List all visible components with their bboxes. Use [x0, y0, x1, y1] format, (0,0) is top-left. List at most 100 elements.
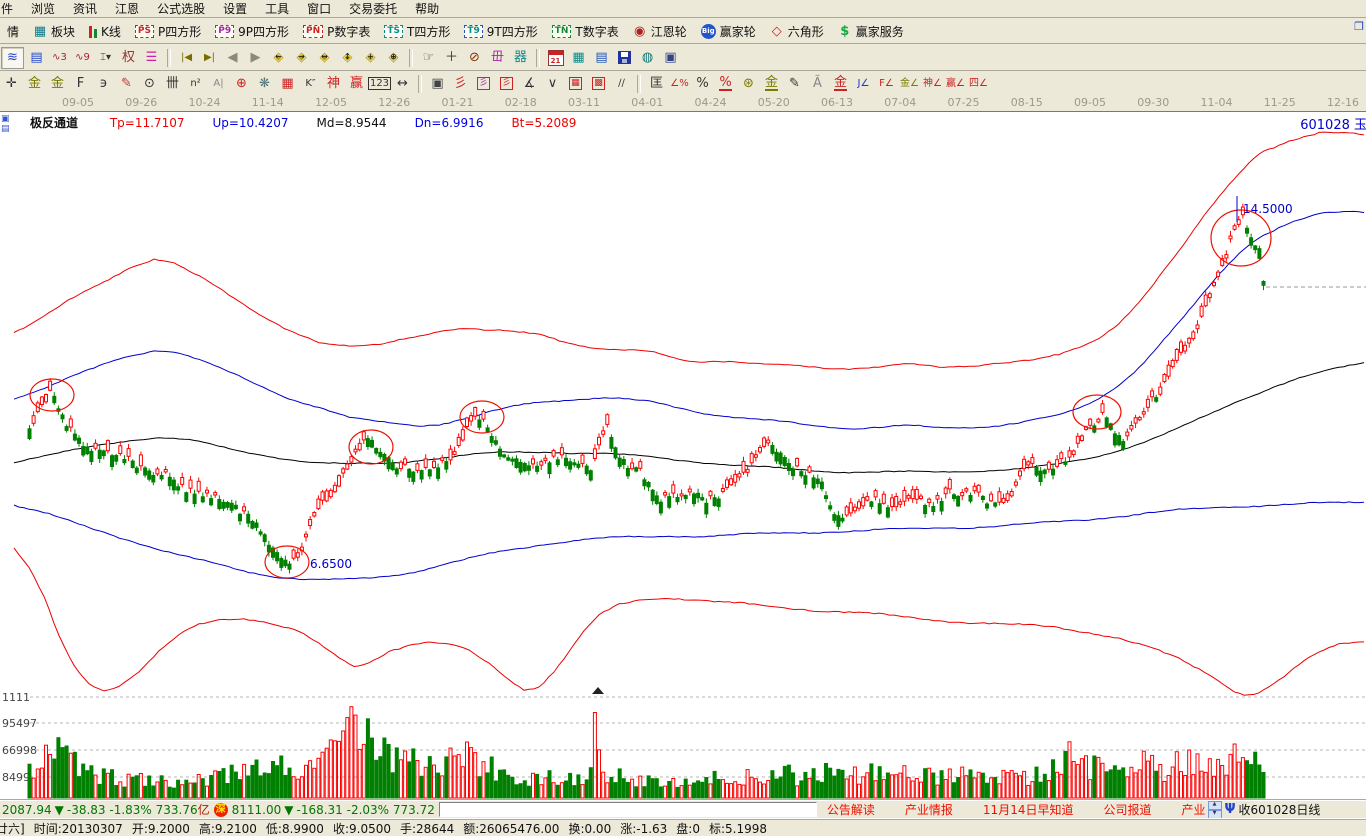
measure-icon[interactable]: ⊘: [469, 50, 480, 65]
gann-grid-purple-icon[interactable]: 毌: [490, 50, 504, 65]
candle-style-icon[interactable]: ⌶▾: [99, 51, 112, 63]
menu-item-3[interactable]: 江恩: [115, 2, 140, 16]
angle-si-icon[interactable]: 四∠: [969, 77, 988, 89]
chart-mini-toolbar[interactable]: ▣ ▤: [1, 114, 10, 134]
f-ruler-icon[interactable]: F: [76, 76, 85, 91]
web-icon[interactable]: ❋: [259, 76, 270, 91]
pencil-icon[interactable]: ✎: [121, 76, 132, 91]
quickbar-item-t-square[interactable]: TS T四方形: [384, 23, 450, 40]
menu-item-1[interactable]: 浏览: [31, 2, 56, 16]
gold-red-icon[interactable]: 金: [833, 75, 847, 91]
gann-gold-2-icon[interactable]: 金: [50, 76, 64, 91]
zigzag-icon[interactable]: ∨: [547, 76, 558, 91]
quickbar-item-quotes[interactable]: 情: [7, 23, 19, 40]
quickbar-item-sectors[interactable]: ▦ 板块: [33, 23, 75, 40]
quickbar-item-p-square[interactable]: PS P四方形: [134, 23, 201, 40]
diamond-h-expand-icon[interactable]: ◈ ↔: [319, 50, 330, 65]
grid-box-2-icon[interactable]: ▩: [592, 77, 605, 90]
menu-item-2[interactable]: 资讯: [73, 2, 98, 16]
menu-item-9[interactable]: 帮助: [415, 2, 440, 16]
menu-item-6[interactable]: 工具: [265, 2, 290, 16]
ticker-input[interactable]: [438, 802, 817, 817]
pan-hand-icon[interactable]: ☞: [422, 50, 435, 65]
menu-item-8[interactable]: 交易委托: [349, 2, 398, 16]
mini-chart-9-icon[interactable]: ∿9: [75, 51, 90, 63]
quickbar-item-9p-square[interactable]: P9 9P四方形: [215, 23, 289, 40]
pattern-match-icon[interactable]: 器: [513, 50, 527, 65]
mirror-icon[interactable]: A|: [213, 77, 224, 89]
menu-item-0[interactable]: 件: [1, 2, 14, 16]
save-icon[interactable]: [614, 48, 635, 68]
chart-area[interactable]: ▣ ▤ 极反通道 Tp=11.7107 Up=10.4207 Md=8.9544 Dn=…: [0, 112, 1366, 799]
calendar-icon[interactable]: 21: [545, 48, 566, 68]
quickbar-item-gann-wheel[interactable]: ◉ 江恩轮: [633, 23, 687, 40]
volume-profile-icon[interactable]: 匡: [649, 76, 663, 91]
quickbar-item-9t-square[interactable]: T9 9T四方形: [464, 23, 538, 40]
angle-j-icon[interactable]: J∠: [857, 77, 870, 89]
quickbar-item-hexagon[interactable]: ◇ 六角形: [770, 23, 824, 40]
news-link-0[interactable]: 公告解读: [826, 803, 875, 817]
quickbar-item-winner-service[interactable]: $ 赢家服务: [838, 23, 904, 40]
last-page-icon[interactable]: ▶|: [203, 51, 216, 63]
grid-red-icon[interactable]: ▦: [281, 76, 294, 91]
exrights-icon[interactable]: 权: [121, 50, 135, 65]
mini-chart-3-icon[interactable]: ∿3: [52, 51, 67, 63]
price-chart-canvas[interactable]: 1111 95497 66998 8499 14.5000 6.6500: [0, 112, 1366, 799]
net-save-icon[interactable]: ◍: [641, 50, 654, 65]
fan-lines-icon[interactable]: 彡: [453, 76, 467, 91]
quickbar-item-kline[interactable]: K线: [89, 23, 121, 40]
chart-mini-icon[interactable]: ▤: [1, 124, 10, 134]
angle-shen-icon[interactable]: 神∠: [923, 77, 942, 89]
diamond-right-icon[interactable]: ◈ →: [296, 50, 307, 65]
cross-line-icon[interactable]: ✛: [6, 76, 17, 91]
gann-circle-icon[interactable]: ⊙: [144, 76, 155, 91]
angle-gold-icon[interactable]: 金∠: [900, 77, 919, 89]
remote-pc-icon[interactable]: ▣: [664, 50, 677, 65]
menu-item-4[interactable]: 公式选股: [157, 2, 206, 16]
gold-lines-icon[interactable]: 金: [764, 75, 778, 91]
h-measure-icon[interactable]: ↔: [397, 76, 408, 91]
n-square-icon[interactable]: n²: [190, 77, 201, 89]
angle-ying-icon[interactable]: 赢∠: [946, 77, 965, 89]
shen-tool-icon[interactable]: 神: [326, 76, 340, 91]
quickbar-item-winner-wheel[interactable]: Big 赢家轮: [700, 23, 756, 40]
region-zoom-icon[interactable]: ≋: [1, 46, 24, 69]
memo-icon[interactable]: ▤: [595, 50, 608, 65]
tick-ruler-icon[interactable]: 卌: [165, 76, 179, 91]
spinner-up-icon[interactable]: ▲: [1207, 800, 1222, 810]
news-link-1[interactable]: 产业情报: [904, 803, 953, 817]
angle-lines-icon[interactable]: ∡: [523, 76, 536, 91]
quickbar-item-t-number-table[interactable]: TN T数字表: [551, 23, 619, 40]
gann-gold-1-icon[interactable]: 金: [27, 76, 41, 91]
brush-icon[interactable]: ✎: [789, 76, 800, 91]
k-mark-icon[interactable]: K″: [305, 77, 316, 89]
angle-percent-icon[interactable]: ∠%: [670, 77, 689, 89]
period-label[interactable]: 收601028日线: [1238, 803, 1321, 817]
color-volume-icon[interactable]: ☰: [145, 50, 158, 65]
fan-box-2-icon[interactable]: 彡: [499, 77, 513, 90]
crosshair-icon[interactable]: ＋: [444, 50, 458, 65]
spiral-icon[interactable]: ϶: [99, 76, 108, 91]
news-link-4[interactable]: 产业: [1181, 803, 1206, 817]
diamond-zoom-all-icon[interactable]: ◈ ⊕: [388, 50, 399, 65]
grid-box-1-icon[interactable]: ▦: [569, 77, 582, 90]
diamond-zoom-in-icon[interactable]: ◈ +: [365, 50, 376, 65]
chart-mini-icon[interactable]: ▣: [1, 114, 10, 124]
news-link-2[interactable]: 11月14日早知道: [982, 803, 1074, 817]
diamond-left-icon[interactable]: ◈ ←: [273, 50, 284, 65]
info-panel-icon[interactable]: ▤: [30, 50, 43, 65]
a-wave-icon[interactable]: Ã: [813, 76, 822, 91]
prev-page-icon[interactable]: ◀: [227, 50, 238, 65]
target-circle-icon[interactable]: ⊕: [236, 76, 247, 91]
ying-tool-icon[interactable]: 赢: [349, 76, 363, 91]
window-cascade-icon[interactable]: ❐: [1354, 20, 1364, 33]
next-page-icon[interactable]: ▶: [250, 50, 261, 65]
gold-circle-icon[interactable]: ⊛: [743, 76, 754, 91]
first-page-icon[interactable]: |◀: [180, 51, 193, 63]
parallel-lines-icon[interactable]: ∕∕: [618, 77, 625, 89]
angle-f-icon[interactable]: F∠: [879, 77, 894, 89]
quickbar-item-p-number-table[interactable]: PN P数字表: [302, 23, 370, 40]
menu-item-5[interactable]: 设置: [223, 2, 248, 16]
date-axis[interactable]: 09-05 09-26 10-24 11-14 12-05 12-26 01-21 02-18…: [0, 95, 1366, 112]
ruler-123-icon[interactable]: 123: [367, 77, 392, 90]
